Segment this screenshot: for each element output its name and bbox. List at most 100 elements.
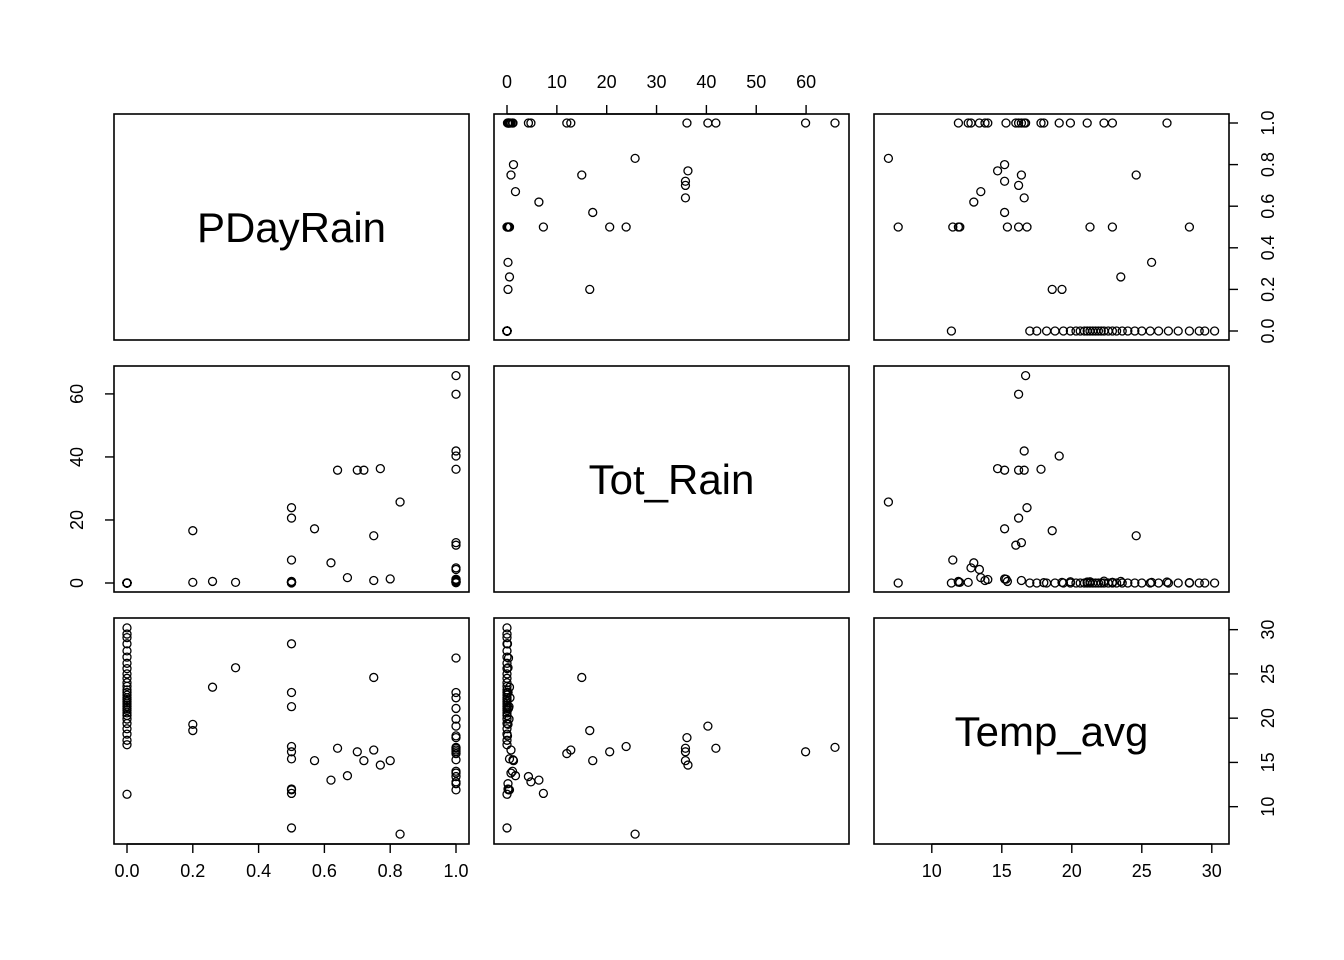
point-temp-avg-vs-pdayrain: [122, 632, 132, 643]
point-temp-avg-vs-pdayrain: [451, 785, 461, 795]
point-temp-avg-vs-pdayrain: [122, 678, 132, 688]
point-temp-avg-vs-pdayrain: [451, 721, 461, 731]
point-temp-avg-vs-tot-rain: [703, 721, 713, 731]
point-tot-rain-vs-temp-avg: [992, 463, 1003, 474]
point-temp-avg-vs-pdayrain: [122, 714, 132, 724]
point-temp-avg-vs-tot-rain: [504, 682, 515, 692]
x-tick-label-temp-avg-bottom: 30: [1202, 861, 1222, 881]
point-tot-rain-vs-pdayrain: [188, 526, 198, 536]
point-tot-rain-vs-temp-avg: [1019, 446, 1029, 456]
point-temp-avg-vs-tot-rain: [683, 760, 693, 770]
point-temp-avg-vs-tot-rain: [506, 745, 516, 755]
point-temp-avg-vs-pdayrain: [286, 687, 297, 698]
point-pdayrain-vs-tot-rain: [621, 222, 631, 232]
point-temp-avg-vs-pdayrain: [359, 756, 369, 766]
panel-pdayrain-pdayrain: [113, 113, 470, 341]
point-tot-rain-vs-temp-avg: [948, 555, 958, 565]
diagonal-label-tot-rain: Tot_Rain: [589, 456, 755, 503]
point-pdayrain-vs-tot-rain: [538, 222, 549, 232]
point-pdayrain-vs-temp-avg: [1039, 118, 1049, 128]
point-pdayrain-vs-tot-rain: [506, 170, 516, 180]
point-temp-avg-vs-tot-rain: [502, 663, 512, 674]
point-tot-rain-vs-pdayrain: [286, 513, 297, 523]
point-temp-avg-vs-tot-rain: [506, 768, 516, 778]
point-temp-avg-vs-tot-rain: [502, 735, 512, 745]
point-pdayrain-vs-temp-avg: [1013, 222, 1024, 232]
point-pdayrain-vs-tot-rain: [508, 159, 519, 170]
point-pdayrain-vs-temp-avg: [976, 186, 986, 197]
point-pdayrain-vs-temp-avg: [1022, 222, 1032, 232]
point-temp-avg-vs-tot-rain: [502, 646, 512, 656]
point-pdayrain-vs-tot-rain: [830, 118, 840, 128]
point-temp-avg-vs-tot-rain: [680, 747, 691, 757]
point-temp-avg-vs-tot-rain: [502, 731, 513, 741]
point-tot-rain-vs-pdayrain: [342, 572, 353, 583]
point-tot-rain-vs-temp-avg: [1096, 578, 1106, 588]
point-pdayrain-vs-tot-rain: [504, 272, 515, 282]
point-temp-avg-vs-pdayrain: [286, 823, 297, 833]
point-pdayrain-vs-temp-avg: [1162, 118, 1172, 128]
point-temp-avg-vs-pdayrain: [122, 658, 132, 668]
point-temp-avg-vs-pdayrain: [122, 685, 132, 695]
point-pdayrain-vs-temp-avg: [980, 118, 990, 128]
point-temp-avg-vs-pdayrain: [352, 747, 362, 757]
panel-tot-rain-pdayrain: [113, 365, 470, 593]
point-temp-avg-vs-pdayrain: [385, 756, 395, 766]
point-tot-rain-vs-temp-avg: [1065, 577, 1076, 587]
y-tick-label-pdayrain-right: 0.4: [1258, 235, 1278, 260]
point-tot-rain-vs-temp-avg: [974, 564, 985, 575]
point-pdayrain-vs-tot-rain: [523, 118, 534, 128]
point-pdayrain-vs-temp-avg: [1153, 326, 1164, 336]
point-tot-rain-vs-temp-avg: [1013, 389, 1024, 399]
point-pdayrain-vs-tot-rain: [502, 326, 512, 336]
point-pdayrain-vs-tot-rain: [703, 118, 713, 128]
point-pdayrain-vs-temp-avg: [1075, 326, 1085, 336]
point-temp-avg-vs-tot-rain: [502, 724, 512, 734]
point-temp-avg-vs-tot-rain: [585, 725, 595, 736]
point-temp-avg-vs-pdayrain: [395, 829, 405, 839]
x-tick-label-pdayrain-bottom: 0.4: [246, 861, 271, 881]
diagonal-label-pdayrain: PDayRain: [197, 204, 386, 251]
point-tot-rain-vs-temp-avg: [1047, 526, 1057, 536]
point-temp-avg-vs-tot-rain: [504, 714, 514, 724]
point-pdayrain-vs-temp-avg: [1011, 118, 1021, 128]
point-tot-rain-vs-temp-avg: [1130, 578, 1140, 588]
point-tot-rain-vs-temp-avg: [1173, 578, 1183, 588]
point-temp-avg-vs-pdayrain: [286, 702, 297, 712]
point-tot-rain-vs-temp-avg: [1054, 451, 1064, 461]
point-pdayrain-vs-tot-rain: [630, 153, 640, 164]
point-temp-avg-vs-tot-rain: [505, 693, 515, 703]
point-pdayrain-vs-temp-avg: [999, 176, 1010, 186]
point-tot-rain-vs-pdayrain: [395, 497, 405, 507]
point-pdayrain-vs-tot-rain: [605, 222, 615, 232]
point-temp-avg-vs-pdayrain: [451, 745, 461, 755]
point-pdayrain-vs-temp-avg: [953, 118, 964, 128]
point-tot-rain-vs-temp-avg: [1082, 577, 1092, 587]
x-tick-label-pdayrain-bottom: 0.2: [180, 861, 205, 881]
point-temp-avg-vs-pdayrain: [451, 755, 461, 765]
point-temp-avg-vs-pdayrain: [188, 725, 198, 736]
point-tot-rain-vs-pdayrain: [207, 576, 218, 587]
point-pdayrain-vs-temp-avg: [1099, 118, 1109, 128]
point-temp-avg-vs-pdayrain: [122, 710, 132, 721]
point-pdayrain-vs-temp-avg: [948, 222, 958, 232]
point-tot-rain-vs-temp-avg: [1194, 578, 1204, 588]
x-tick-label-tot-rain-top: 40: [696, 72, 716, 92]
point-pdayrain-vs-temp-avg: [1065, 118, 1076, 128]
point-tot-rain-vs-temp-avg: [1131, 531, 1141, 541]
point-tot-rain-vs-pdayrain: [122, 578, 132, 588]
point-tot-rain-vs-temp-avg: [1209, 578, 1220, 588]
point-temp-avg-vs-tot-rain: [588, 756, 598, 766]
point-pdayrain-vs-temp-avg: [1117, 326, 1127, 336]
point-temp-avg-vs-pdayrain: [122, 639, 132, 649]
point-temp-avg-vs-pdayrain: [122, 690, 132, 700]
point-temp-avg-vs-pdayrain: [451, 771, 461, 782]
point-temp-avg-vs-tot-rain: [503, 719, 513, 730]
point-tot-rain-vs-temp-avg: [980, 575, 990, 586]
point-tot-rain-vs-pdayrain: [451, 464, 461, 474]
point-pdayrain-vs-temp-avg: [999, 207, 1010, 218]
point-pdayrain-vs-temp-avg: [1041, 326, 1052, 336]
point-pdayrain-vs-temp-avg: [983, 118, 993, 128]
point-tot-rain-vs-pdayrain: [451, 389, 461, 399]
point-tot-rain-vs-pdayrain: [230, 577, 241, 588]
